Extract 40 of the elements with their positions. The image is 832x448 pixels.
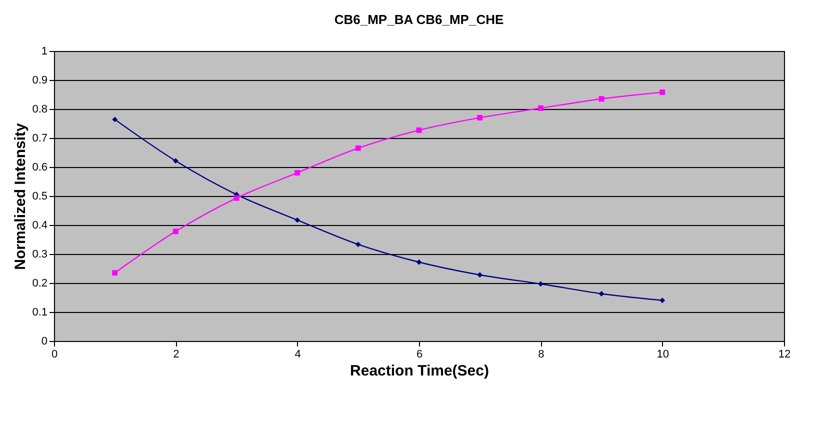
y-tick-label: 0.4 bbox=[32, 220, 48, 232]
point bbox=[416, 259, 422, 265]
point bbox=[660, 298, 666, 304]
chart-title: CB6_MP_BA CB6_MP_CHE bbox=[334, 12, 504, 27]
y-tick-label: 0.3 bbox=[32, 248, 48, 260]
point bbox=[355, 242, 361, 248]
point bbox=[294, 170, 300, 176]
x-tick-label: 10 bbox=[656, 348, 669, 360]
point bbox=[416, 127, 422, 133]
point bbox=[660, 89, 666, 95]
point bbox=[598, 290, 604, 296]
point bbox=[112, 116, 118, 122]
point bbox=[294, 217, 300, 223]
x-axis-title: Reaction Time(Sec) bbox=[350, 362, 489, 380]
point bbox=[538, 281, 544, 287]
x-tick-label: 8 bbox=[538, 348, 544, 360]
y-tick-label: 0.5 bbox=[32, 190, 48, 202]
point bbox=[172, 228, 178, 234]
point bbox=[234, 195, 240, 201]
point bbox=[355, 145, 361, 151]
y-tick-label: 0.8 bbox=[32, 104, 48, 116]
y-tick-label: 0.1 bbox=[32, 306, 48, 318]
y-tick-label: 0 bbox=[41, 336, 48, 348]
point bbox=[538, 105, 544, 111]
point bbox=[112, 270, 118, 276]
point bbox=[598, 96, 604, 102]
y-tick-label: 0.9 bbox=[32, 74, 48, 86]
x-tick-label: 0 bbox=[51, 348, 58, 360]
y-tick-label: 0.2 bbox=[32, 278, 48, 290]
point bbox=[172, 158, 178, 164]
y-axis-title: Normalized Intensity bbox=[12, 122, 30, 270]
y-tick-label: 0.6 bbox=[32, 162, 48, 174]
x-tick-label: 2 bbox=[173, 348, 180, 360]
point bbox=[477, 272, 483, 278]
x-tick-label: 6 bbox=[416, 348, 423, 360]
point bbox=[477, 114, 483, 120]
x-tick-label: 4 bbox=[294, 348, 301, 360]
y-tick-label: 1 bbox=[41, 46, 48, 58]
y-tick-label: 0.7 bbox=[32, 132, 48, 144]
x-tick-label: 12 bbox=[778, 348, 791, 360]
